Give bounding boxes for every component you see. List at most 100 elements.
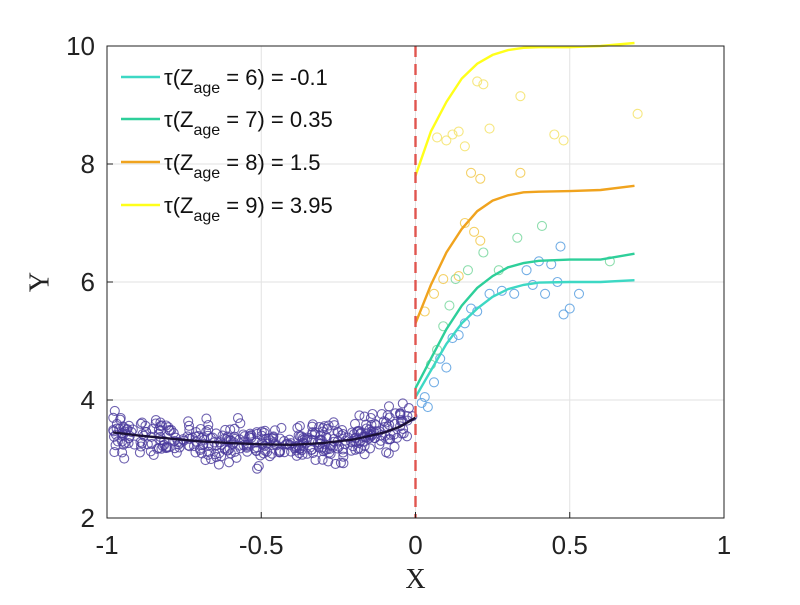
control-point xyxy=(279,447,290,458)
treated-point xyxy=(478,247,489,258)
control-point xyxy=(315,430,326,441)
treated-point xyxy=(469,226,480,237)
treated-point xyxy=(515,167,526,178)
control-point xyxy=(371,426,382,437)
control-point xyxy=(292,422,303,433)
control-point xyxy=(258,448,269,459)
control-point xyxy=(244,430,255,441)
control-point xyxy=(381,417,392,428)
control-point xyxy=(225,448,236,459)
control-point xyxy=(119,426,130,437)
control-point xyxy=(119,437,131,448)
treated-point xyxy=(521,265,532,276)
control-point xyxy=(294,421,305,432)
control-point xyxy=(337,429,349,440)
treated-point xyxy=(459,217,470,229)
legend-label-1: τ(Zage = 6) = -0.1 xyxy=(164,65,328,97)
legend-label-4: τ(Zage = 9) = 3.95 xyxy=(164,193,333,225)
control-point xyxy=(354,410,365,421)
control-point xyxy=(109,447,120,458)
control-point xyxy=(395,410,406,421)
control-point xyxy=(135,436,146,448)
series-line-4 xyxy=(414,41,635,177)
control-point xyxy=(347,441,358,452)
control-point xyxy=(323,420,334,431)
control-point xyxy=(134,447,145,458)
control-point xyxy=(201,426,212,437)
control-point xyxy=(381,447,392,458)
control-point xyxy=(395,421,406,432)
treated-point xyxy=(438,273,449,285)
control-point xyxy=(269,425,281,436)
x-tick-label: -1 xyxy=(95,530,118,560)
control-point xyxy=(225,424,236,435)
control-point xyxy=(203,419,214,431)
control-point xyxy=(390,408,401,419)
x-tick-label: 1 xyxy=(717,530,731,560)
treated-point xyxy=(441,135,452,146)
treated-point xyxy=(428,377,440,388)
control-point xyxy=(150,418,161,429)
control-point xyxy=(211,440,222,451)
treated-point xyxy=(512,232,523,243)
control-point xyxy=(135,418,146,429)
y-axis-title: Y xyxy=(24,272,55,292)
control-point xyxy=(317,423,329,434)
control-point xyxy=(253,461,264,472)
treated-point xyxy=(549,129,560,140)
treated-point xyxy=(475,235,486,246)
treated-point xyxy=(564,303,575,314)
control-point xyxy=(324,447,335,458)
treated-point xyxy=(484,123,495,134)
treated-point xyxy=(540,288,551,299)
treated-point xyxy=(444,300,455,311)
control-point xyxy=(337,425,348,436)
y-tick-label: 8 xyxy=(81,149,95,179)
y-tick-label: 10 xyxy=(66,31,95,61)
x-tick-label: 0.5 xyxy=(552,530,588,560)
curves xyxy=(113,41,635,447)
control-point xyxy=(203,424,214,435)
control-point xyxy=(306,444,318,455)
treated-point xyxy=(573,288,585,299)
control-point xyxy=(307,419,318,430)
control-point xyxy=(389,441,400,452)
control-point xyxy=(359,411,370,422)
treated-point xyxy=(459,141,470,152)
control-curve xyxy=(113,416,417,447)
control-point xyxy=(285,438,296,449)
control-point xyxy=(232,413,244,424)
control-point xyxy=(352,425,364,437)
control-point xyxy=(184,441,195,452)
control-point xyxy=(195,443,206,454)
control-point xyxy=(171,447,182,458)
control-point xyxy=(195,423,206,435)
control-point xyxy=(129,439,140,450)
control-point xyxy=(268,436,279,448)
control-point xyxy=(137,417,148,428)
control-point xyxy=(161,420,172,431)
treated-point xyxy=(453,271,464,282)
treated-point xyxy=(419,391,430,403)
treated-point xyxy=(536,220,548,231)
control-point xyxy=(225,435,236,446)
control-point xyxy=(316,435,327,446)
control-point xyxy=(137,438,148,449)
treated-point xyxy=(555,241,566,252)
control-point xyxy=(117,447,128,458)
control-point xyxy=(123,438,134,449)
x-tick-label: 0 xyxy=(408,530,422,560)
treated-point xyxy=(432,132,443,143)
control-point xyxy=(183,420,195,431)
treated-point xyxy=(441,362,452,373)
series-line-1 xyxy=(414,279,635,398)
control-point xyxy=(174,442,185,453)
control-point xyxy=(274,447,285,458)
treated-point xyxy=(472,76,483,87)
control-point xyxy=(338,451,349,462)
control-point xyxy=(337,444,348,455)
control-point xyxy=(203,446,215,457)
series-line-2 xyxy=(414,252,635,389)
treated-point xyxy=(558,135,569,146)
